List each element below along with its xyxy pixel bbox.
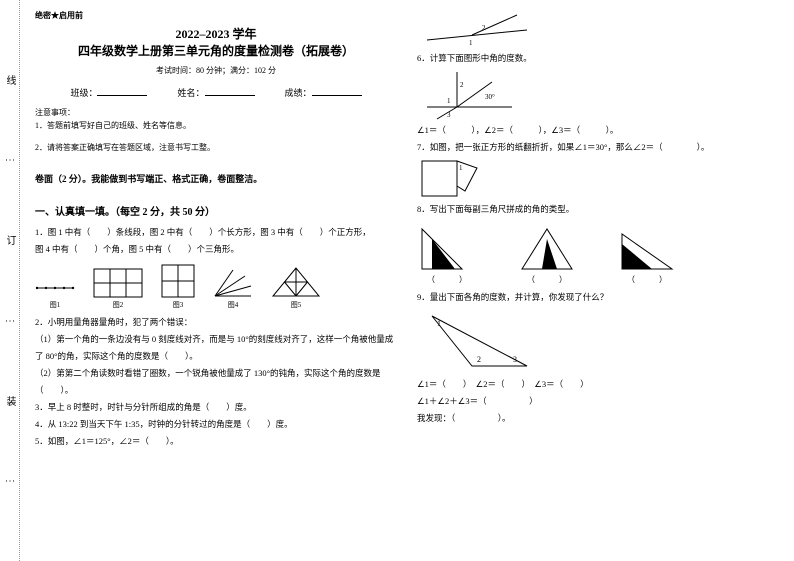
title-year: 2022–2023 学年	[35, 25, 397, 42]
section-1-title: 一、认真填一填。（每空 2 分，共 50 分）	[35, 203, 397, 218]
q9: 9．量出下面各角的度数，并计算，你发现了什么？	[417, 289, 779, 306]
fig-2: 图2	[93, 268, 143, 310]
fig-5: 图5	[271, 266, 321, 310]
tri-set-1: （ ）	[417, 224, 477, 285]
fig-3: 图3	[161, 264, 195, 310]
margin-char-b: 订	[2, 235, 17, 245]
fig5-label: 图5	[291, 300, 302, 310]
secret-label: 绝密★启用前	[35, 10, 397, 21]
q2-2: （2）第第二个角读数时看错了圈数，一个锐角被他量成了 130°的钝角，实际这个角…	[35, 365, 397, 399]
q7-figure: 1	[417, 156, 487, 201]
fig1-label: 图1	[50, 300, 61, 310]
q6-ans: ∠1＝（ ），∠2＝（ ），∠3＝（ ）。	[417, 122, 779, 139]
label-30: 30°	[485, 93, 495, 101]
label-3: 3	[447, 111, 451, 119]
triangle-ruler-row: （ ） （ ） （ ）	[417, 224, 779, 285]
right-column: 12 6．计算下面图形中角的度数。 30° 2 1 3 ∠1＝（ ），∠2＝（ …	[417, 10, 779, 551]
field-name: 姓名：	[177, 86, 204, 99]
q6-figure: 30° 2 1 3	[417, 67, 517, 122]
field-class: 班级：	[70, 86, 97, 99]
q2-head: 2．小明用量角器量角时，犯了两个错误：	[35, 314, 397, 331]
q1-a: 1．图 1 中有（ ）条线段，图 2 中有（ ）个长方形，图 3 中有（ ）个正…	[35, 224, 397, 241]
svg-text:1: 1	[447, 97, 451, 105]
left-column: 绝密★启用前 2022–2023 学年 四年级数学上册第三单元角的度量检测卷（拓…	[35, 10, 397, 551]
q2-1: （1）第一个角的一条边没有与 0 刻度线对齐，而是与 10°的刻度线对齐了，这样…	[35, 331, 397, 365]
juanmian: 卷面（2 分）。我能做到书写端正、格式正确，卷面整洁。	[35, 172, 397, 185]
q5-figure: 12	[417, 10, 537, 50]
svg-text:2: 2	[460, 81, 464, 89]
svg-text:1: 1	[459, 164, 463, 172]
notice-head: 注意事项：	[35, 107, 397, 118]
notice-1: 1．答题前填写好自己的班级、姓名等信息。	[35, 120, 397, 132]
q7: 7．如图，把一张正方形的纸翻折折，如果∠1＝30°，那么∠2＝（ ）。	[417, 139, 779, 156]
tri-set-2: （ ）	[517, 224, 577, 285]
margin-char-c: 装	[2, 396, 17, 406]
q8: 8．写出下面每副三角尺拼成的角的类型。	[417, 201, 779, 218]
svg-text:1: 1	[469, 39, 473, 47]
exam-info: 考试时间：80 分钟；满分：102 分	[35, 65, 397, 76]
q3: 3．早上 8 时整时，时针与分针所组成的角是（ ）度。	[35, 399, 397, 416]
q9-l2: ∠1＋∠2＋∠3＝（ ）	[417, 393, 779, 410]
fig2-label: 图2	[113, 300, 124, 310]
q5: 5．如图，∠1＝125°，∠2＝（ ）。	[35, 433, 397, 450]
q1-b: 图 4 中有（ ）个角，图 5 中有（ ）个三角形。	[35, 241, 397, 258]
margin-dots: ⋮	[4, 316, 15, 326]
fig3-label: 图3	[173, 300, 184, 310]
q9-l3: 我发现：（ ）。	[417, 410, 779, 427]
margin-char-a: 线	[2, 75, 17, 85]
field-score: 成绩：	[285, 86, 312, 99]
paren-1: （ ）	[427, 274, 467, 285]
tri-set-3: （ ）	[617, 224, 677, 285]
margin-dots: ⋮	[4, 476, 15, 486]
q6: 6．计算下面图形中角的度数。	[417, 50, 779, 67]
fig-4: 图4	[213, 268, 253, 310]
paren-3: （ ）	[627, 274, 667, 285]
q9-l1: ∠1＝（ ） ∠2＝（ ） ∠3＝（ ）	[417, 376, 779, 393]
page-content: 绝密★启用前 2022–2023 学年 四年级数学上册第三单元角的度量检测卷（拓…	[20, 0, 794, 561]
margin-dots: ⋮	[4, 155, 15, 165]
title-main: 四年级数学上册第三单元角的度量检测卷（拓展卷）	[35, 42, 397, 59]
figure-row: 图1 图2 图3 图4 图5	[35, 264, 397, 310]
notice-2: 2．请将答案正确填写在答题区域，注意书写工整。	[35, 142, 397, 154]
q9-figure: 1 2 3	[417, 306, 547, 376]
tri-label-2: 2	[477, 355, 481, 364]
paren-2: （ ）	[527, 274, 567, 285]
fig4-label: 图4	[228, 300, 239, 310]
tri-label-1: 1	[437, 319, 441, 328]
tri-label-3: 3	[513, 355, 517, 364]
fig-1: 图1	[35, 278, 75, 310]
q4: 4．从 13:22 到当天下午 1:35，时钟的分针转过的角度是（ ）度。	[35, 416, 397, 433]
svg-text:2: 2	[482, 24, 486, 32]
binding-margin: 线 ⋮ 订 ⋮ 装 ⋮	[0, 0, 20, 561]
student-fields: 班级： 姓名： 成绩：	[35, 86, 397, 99]
